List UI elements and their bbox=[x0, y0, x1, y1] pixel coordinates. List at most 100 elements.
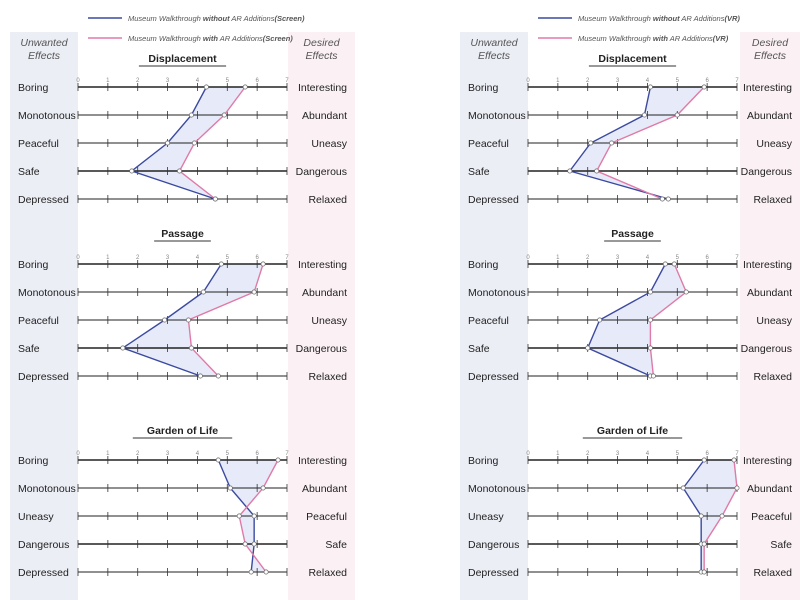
data-point-without bbox=[701, 457, 707, 463]
tick-label: 5 bbox=[676, 451, 680, 457]
tick-label: 5 bbox=[226, 78, 230, 84]
tick-label: 1 bbox=[106, 255, 110, 261]
desired-effects-header: Desired bbox=[303, 37, 340, 49]
legend-text-part: AR Additions bbox=[680, 14, 725, 23]
tick-label: 0 bbox=[526, 451, 530, 457]
data-point-without bbox=[129, 168, 135, 174]
desired-effects-header: Effects bbox=[305, 50, 338, 62]
tick-label: 0 bbox=[526, 78, 530, 84]
left-adjective-label: Peaceful bbox=[468, 315, 509, 327]
tick-label: 7 bbox=[735, 451, 739, 457]
data-point-without bbox=[120, 345, 126, 351]
right-adjective-label: Relaxed bbox=[308, 371, 347, 383]
right-adjective-label: Peaceful bbox=[751, 511, 792, 523]
tick-label: 7 bbox=[285, 78, 289, 84]
data-point-without bbox=[647, 289, 653, 295]
tick-label: 3 bbox=[616, 451, 620, 457]
left-adjective-label: Uneasy bbox=[468, 511, 504, 523]
data-point-without bbox=[218, 261, 224, 267]
left-adjective-label: Monotonous bbox=[18, 110, 76, 122]
data-point-with bbox=[177, 168, 182, 174]
tick-label: 5 bbox=[676, 255, 680, 261]
data-point-without bbox=[189, 112, 194, 118]
tick-label: 5 bbox=[226, 451, 230, 457]
data-point-with bbox=[671, 261, 677, 267]
left-adjective-label: Monotonous bbox=[468, 110, 526, 122]
left-adjective-label: Safe bbox=[468, 343, 490, 355]
tick-label: 6 bbox=[255, 255, 259, 261]
right-adjective-label: Safe bbox=[770, 539, 792, 551]
tick-label: 6 bbox=[705, 451, 709, 457]
left-adjective-label: Depressed bbox=[468, 567, 519, 579]
left-adjective-label: Safe bbox=[468, 166, 490, 178]
legend-text-part: (Screen) bbox=[263, 34, 294, 43]
legend-label-without: Museum Walkthrough without AR Additions(… bbox=[578, 14, 740, 23]
tick-label: 3 bbox=[616, 78, 620, 84]
legend-text-part: with bbox=[203, 34, 218, 43]
panel-displacement: Displacement 0 1 2 3 4 5 6 7 Boring Interesting Mon… bbox=[468, 53, 793, 206]
tick-label: 4 bbox=[196, 255, 200, 261]
tick-label: 2 bbox=[136, 78, 140, 84]
unwanted-band bbox=[460, 32, 528, 600]
data-point-with bbox=[275, 457, 281, 463]
tick-label: 1 bbox=[556, 451, 560, 457]
unwanted-band bbox=[10, 32, 78, 600]
tick-label: 1 bbox=[556, 78, 560, 84]
tick-label: 7 bbox=[285, 451, 289, 457]
data-point-with bbox=[186, 317, 191, 323]
data-point-with bbox=[191, 140, 197, 146]
tick-label: 3 bbox=[616, 255, 620, 261]
left-adjective-label: Boring bbox=[468, 259, 499, 271]
tick-label: 6 bbox=[705, 255, 709, 261]
legend-text-part: without bbox=[653, 14, 680, 23]
right-adjective-label: Abundant bbox=[302, 110, 347, 122]
tick-label: 1 bbox=[106, 451, 110, 457]
tick-label: 0 bbox=[526, 255, 530, 261]
tick-label: 2 bbox=[136, 451, 140, 457]
tick-label: 2 bbox=[586, 451, 590, 457]
tick-label: 0 bbox=[76, 78, 80, 84]
left-adjective-label: Peaceful bbox=[18, 315, 59, 327]
data-point-with bbox=[674, 112, 680, 118]
legend-text-part: AR Additions bbox=[668, 34, 713, 43]
data-point-without bbox=[680, 485, 686, 491]
desired-band bbox=[740, 32, 800, 600]
tick-label: 7 bbox=[285, 255, 289, 261]
right-adjective-label: Relaxed bbox=[753, 567, 792, 579]
left-adjective-label: Monotonous bbox=[468, 287, 526, 299]
right-adjective-label: Relaxed bbox=[753, 194, 792, 206]
data-point-with bbox=[242, 84, 248, 90]
tick-label: 6 bbox=[255, 78, 259, 84]
tick-label: 2 bbox=[586, 255, 590, 261]
legend-text-part: Museum Walkthrough bbox=[578, 14, 653, 23]
legend-text-part: with bbox=[653, 34, 668, 43]
left-adjective-label: Monotonous bbox=[468, 483, 526, 495]
right-adjective-label: Interesting bbox=[298, 455, 347, 467]
right-adjective-label: Abundant bbox=[302, 483, 347, 495]
data-point-without bbox=[251, 541, 257, 547]
left-adjective-label: Peaceful bbox=[18, 138, 59, 150]
right-adjective-label: Uneasy bbox=[311, 138, 347, 150]
right-adjective-label: Abundant bbox=[747, 483, 792, 495]
tick-label: 2 bbox=[586, 78, 590, 84]
legend-text-part: Museum Walkthrough bbox=[578, 34, 653, 43]
right-adjective-label: Peaceful bbox=[306, 511, 347, 523]
tick-label: 5 bbox=[226, 255, 230, 261]
right-adjective-label: Safe bbox=[325, 539, 347, 551]
desired-effects-header: Desired bbox=[752, 37, 789, 49]
data-point-with bbox=[189, 345, 194, 351]
data-point-with bbox=[260, 261, 266, 267]
data-point-without bbox=[665, 196, 671, 202]
legend-label-with: Museum Walkthrough with AR Additions(Scr… bbox=[128, 34, 293, 43]
data-point-without bbox=[641, 112, 647, 118]
data-point-without bbox=[203, 84, 209, 90]
tick-label: 4 bbox=[646, 255, 650, 261]
data-point-with bbox=[609, 140, 615, 146]
tick-label: 2 bbox=[136, 255, 140, 261]
data-point-without bbox=[698, 513, 704, 519]
right-adjective-label: Interesting bbox=[743, 82, 792, 94]
panel-passage: Passage 0 1 2 3 4 5 6 7 Boring Interesting Monotono… bbox=[468, 228, 793, 383]
data-point-with bbox=[236, 513, 242, 519]
panel-title: Displacement bbox=[598, 53, 667, 65]
